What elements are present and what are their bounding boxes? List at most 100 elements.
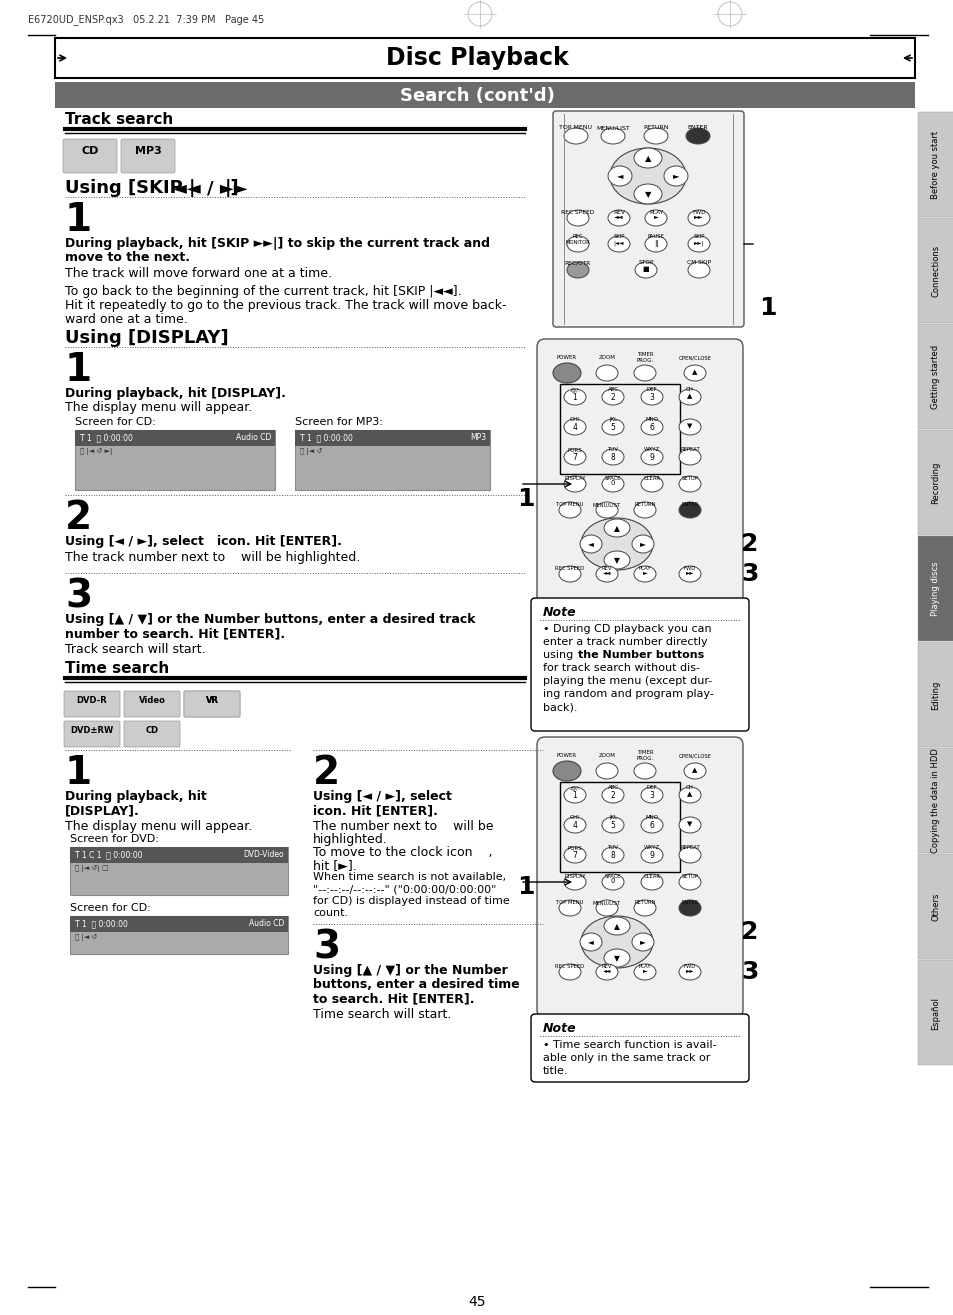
Text: highlighted.: highlighted. bbox=[313, 832, 387, 846]
Text: 3: 3 bbox=[649, 792, 654, 800]
Text: Editing: Editing bbox=[930, 680, 940, 710]
FancyBboxPatch shape bbox=[124, 721, 180, 747]
FancyBboxPatch shape bbox=[55, 82, 914, 108]
Ellipse shape bbox=[634, 184, 661, 204]
Text: number to search. Hit [ENTER].: number to search. Hit [ENTER]. bbox=[65, 627, 285, 640]
Text: PLAY: PLAY bbox=[638, 565, 651, 571]
Text: ward one at a time.: ward one at a time. bbox=[65, 313, 188, 326]
Text: T 1  ⌚ 0:00:00: T 1 ⌚ 0:00:00 bbox=[80, 433, 132, 442]
Text: 45: 45 bbox=[468, 1295, 485, 1308]
Text: Using [SKIP |: Using [SKIP | bbox=[65, 179, 195, 197]
FancyBboxPatch shape bbox=[64, 690, 120, 717]
Text: REPEAT: REPEAT bbox=[679, 447, 700, 452]
Ellipse shape bbox=[558, 565, 580, 583]
Text: • During CD playback you can: • During CD playback you can bbox=[542, 625, 711, 634]
FancyBboxPatch shape bbox=[184, 690, 240, 717]
FancyBboxPatch shape bbox=[553, 110, 743, 327]
Ellipse shape bbox=[644, 210, 666, 226]
Ellipse shape bbox=[563, 847, 585, 863]
Ellipse shape bbox=[580, 917, 652, 968]
Ellipse shape bbox=[683, 763, 705, 778]
Text: T 1  ⌚ 0:00:00: T 1 ⌚ 0:00:00 bbox=[299, 433, 353, 442]
FancyBboxPatch shape bbox=[537, 339, 742, 605]
Ellipse shape bbox=[640, 847, 662, 863]
Ellipse shape bbox=[579, 535, 601, 554]
Ellipse shape bbox=[644, 235, 666, 252]
FancyBboxPatch shape bbox=[917, 112, 953, 217]
Text: Screen for MP3:: Screen for MP3: bbox=[294, 417, 382, 427]
Text: 2: 2 bbox=[313, 753, 340, 792]
Text: DEF: DEF bbox=[646, 387, 657, 392]
Text: 1: 1 bbox=[517, 874, 534, 899]
Text: 5: 5 bbox=[610, 423, 615, 433]
Ellipse shape bbox=[634, 964, 656, 980]
Text: ◄◄: ◄◄ bbox=[602, 968, 611, 973]
Ellipse shape bbox=[558, 502, 580, 518]
Ellipse shape bbox=[643, 128, 667, 145]
Text: ZOOM: ZOOM bbox=[598, 753, 615, 757]
Ellipse shape bbox=[640, 389, 662, 405]
Text: ►: ► bbox=[642, 968, 647, 973]
Text: ►: ► bbox=[653, 214, 658, 220]
Text: ABC: ABC bbox=[607, 387, 618, 392]
Ellipse shape bbox=[468, 3, 492, 26]
Ellipse shape bbox=[687, 262, 709, 277]
Text: 3: 3 bbox=[740, 562, 758, 586]
Text: T 1 C 1  ⌚ 0:00:00: T 1 C 1 ⌚ 0:00:00 bbox=[75, 849, 143, 859]
Ellipse shape bbox=[596, 565, 618, 583]
Text: CH: CH bbox=[685, 387, 693, 392]
FancyBboxPatch shape bbox=[294, 430, 490, 446]
Ellipse shape bbox=[640, 476, 662, 492]
Text: "--:--:--/--:--:--" ("0:00:00/0:00:00": "--:--:--/--:--:--" ("0:00:00/0:00:00" bbox=[313, 884, 496, 894]
Text: WXYZ: WXYZ bbox=[643, 846, 659, 849]
Text: able only in the same track or: able only in the same track or bbox=[542, 1053, 710, 1063]
Text: RETURN: RETURN bbox=[642, 125, 668, 130]
FancyBboxPatch shape bbox=[70, 917, 288, 953]
Ellipse shape bbox=[558, 899, 580, 917]
Text: ►►|: ►►| bbox=[693, 241, 703, 246]
Text: ▼: ▼ bbox=[686, 821, 692, 827]
Ellipse shape bbox=[679, 786, 700, 803]
Text: The display menu will appear.: The display menu will appear. bbox=[65, 401, 252, 414]
Text: REV: REV bbox=[613, 210, 624, 214]
Text: ZOOM: ZOOM bbox=[598, 355, 615, 360]
FancyBboxPatch shape bbox=[70, 847, 288, 863]
Text: ENTER: ENTER bbox=[687, 125, 707, 130]
Text: Ⓡ |◄ ↺: Ⓡ |◄ ↺ bbox=[75, 934, 97, 942]
FancyBboxPatch shape bbox=[184, 690, 240, 717]
Text: ▲: ▲ bbox=[692, 767, 697, 773]
Ellipse shape bbox=[679, 389, 700, 405]
Text: Others: Others bbox=[930, 893, 940, 922]
Ellipse shape bbox=[563, 476, 585, 492]
Text: 2: 2 bbox=[610, 792, 615, 800]
Ellipse shape bbox=[563, 817, 585, 832]
Text: DVD-Video: DVD-Video bbox=[243, 849, 284, 859]
Text: Recording: Recording bbox=[930, 462, 940, 504]
Text: 1: 1 bbox=[65, 201, 92, 239]
Text: MP3: MP3 bbox=[134, 146, 161, 156]
Ellipse shape bbox=[679, 964, 700, 980]
Text: REC SPEED: REC SPEED bbox=[560, 210, 594, 214]
Ellipse shape bbox=[634, 899, 656, 917]
Ellipse shape bbox=[634, 763, 656, 778]
Ellipse shape bbox=[566, 262, 588, 277]
Text: 2: 2 bbox=[610, 393, 615, 402]
Text: ▲: ▲ bbox=[644, 154, 651, 163]
Text: Using [◄ / ►], select: Using [◄ / ►], select bbox=[313, 790, 456, 803]
Text: ‖: ‖ bbox=[654, 241, 657, 247]
Text: ►►: ►► bbox=[685, 569, 694, 575]
Text: Playing discs: Playing discs bbox=[930, 562, 940, 617]
Text: Getting started: Getting started bbox=[930, 345, 940, 409]
Text: T 1  ⌚ 0:00:00: T 1 ⌚ 0:00:00 bbox=[75, 919, 128, 928]
Text: ►►: ►► bbox=[685, 968, 694, 973]
Text: PAUSE: PAUSE bbox=[647, 234, 663, 239]
Text: DISPLAY: DISPLAY bbox=[563, 476, 585, 481]
Text: Track search: Track search bbox=[65, 112, 173, 128]
Ellipse shape bbox=[679, 899, 700, 917]
Ellipse shape bbox=[553, 761, 580, 781]
Text: 3: 3 bbox=[313, 928, 340, 967]
Ellipse shape bbox=[631, 934, 654, 951]
Text: 3: 3 bbox=[65, 577, 92, 615]
FancyBboxPatch shape bbox=[917, 323, 953, 429]
FancyBboxPatch shape bbox=[294, 430, 490, 490]
